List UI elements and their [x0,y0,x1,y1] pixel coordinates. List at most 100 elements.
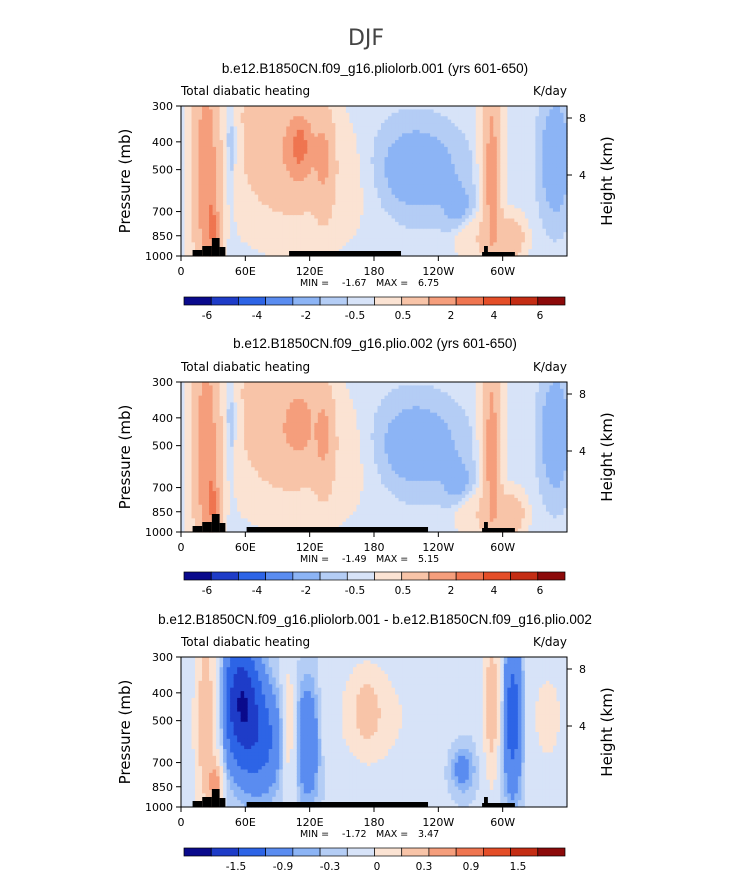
contour-cell [234,229,238,233]
contour-cell [234,130,238,134]
contour-cell [251,137,255,141]
contour-cell [262,174,266,178]
contour-cell [469,106,473,110]
contour-cell [497,181,501,185]
contour-cell [430,188,434,192]
contour-cell [241,246,245,250]
contour-cell [542,120,546,124]
contour-cell [192,167,196,171]
contour-cell [441,239,445,243]
contour-cell [300,222,304,226]
contour-cell [192,219,196,223]
contour-cell [272,212,276,216]
contour-cell [486,140,490,144]
contour-cell [462,195,466,199]
contour-cell [195,120,199,124]
contour-cell [269,144,273,148]
contour-cell [216,178,220,182]
contour-cell [223,242,227,246]
contour-cell [335,201,339,205]
contour-cell [283,246,287,250]
contour-cell [185,396,189,400]
contour-cell [427,229,431,233]
contour-cell [532,225,536,229]
contour-cell [269,181,273,185]
contour-cell [335,154,339,158]
contour-cell [493,246,497,250]
contour-cell [251,184,255,188]
contour-cell [535,116,539,120]
contour-cell [507,116,511,120]
contour-cell [195,215,199,219]
contour-cell [332,150,336,154]
contour-cell [560,116,564,120]
contour-cell [209,116,213,120]
contour-cell [462,212,466,216]
contour-cell [514,232,518,236]
contour-cell [339,205,343,209]
contour-cell [237,205,241,209]
contour-cell [300,178,304,182]
contour-cell [370,201,374,205]
contour-cell [297,232,301,236]
contour-cell [195,229,199,233]
contour-cell [514,137,518,141]
contour-cell [300,229,304,233]
contour-cell [318,157,322,161]
contour-cell [521,154,525,158]
contour-cell [181,423,185,427]
contour-cell [546,137,550,141]
contour-cell [269,150,273,154]
contour-cell [346,225,350,229]
contour-cell [427,212,431,216]
contour-cell [195,164,199,168]
contour-cell [476,150,480,154]
contour-cell [521,201,525,205]
contour-cell [388,116,392,120]
contour-cell [528,140,532,144]
contour-cell [339,109,343,113]
contour-cell [448,215,452,219]
contour-cell [241,212,245,216]
contour-cell [556,167,560,171]
contour-cell [293,188,297,192]
contour-cell [255,201,259,205]
contour-cell [339,201,343,205]
contour-cell [192,171,196,175]
contour-cell [192,222,196,226]
contour-cell [542,208,546,212]
contour-cell [395,195,399,199]
contour-cell [462,133,466,137]
contour-cell [465,184,469,188]
contour-cell [497,120,501,124]
contour-cell [465,144,469,148]
contour-cell [286,219,290,223]
contour-cell [448,144,452,148]
contour-cell [283,205,287,209]
contour-cell [381,195,385,199]
contour-cell [465,137,469,141]
contour-cell [476,184,480,188]
contour-cell [304,144,308,148]
contour-cell [213,178,217,182]
contour-cell [381,157,385,161]
contour-cell [237,140,241,144]
contour-cell [479,239,483,243]
contour-cell [423,191,427,195]
contour-cell [455,232,459,236]
contour-cell [469,133,473,137]
contour-cell [367,164,371,168]
contour-cell [227,184,231,188]
contour-cell [553,195,557,199]
contour-cell [518,181,522,185]
contour-cell [374,208,378,212]
contour-cell [185,498,189,502]
contour-cell [213,184,217,188]
contour-cell [227,178,231,182]
contour-cell [223,154,227,158]
contour-cell [385,130,389,134]
contour-cell [490,225,494,229]
contour-cell [434,246,438,250]
contour-cell [360,157,364,161]
contour-cell [216,120,220,124]
